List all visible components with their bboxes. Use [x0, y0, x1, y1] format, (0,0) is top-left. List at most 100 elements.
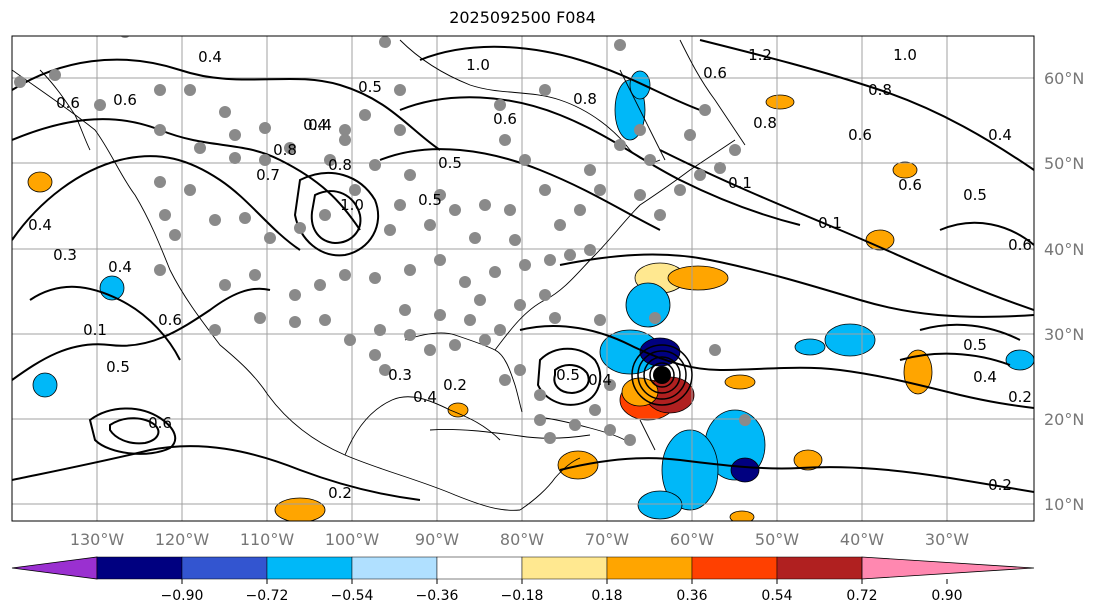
station-point — [604, 379, 616, 391]
station-point — [289, 289, 301, 301]
station-point — [314, 279, 326, 291]
contour-label: 0.8 — [328, 156, 352, 174]
contour-label: 0.4 — [28, 216, 52, 234]
colorbar-tick-label: 0.18 — [591, 588, 622, 604]
longitude-label: 80°W — [500, 530, 544, 549]
station-point — [564, 249, 576, 261]
contour-label: 1.0 — [466, 56, 490, 74]
station-point — [534, 414, 546, 426]
station-point — [654, 209, 666, 221]
longitude-label: 100°W — [325, 530, 380, 549]
colorbar-tick-label: −0.54 — [331, 588, 374, 604]
station-point — [319, 314, 331, 326]
anomaly-patch — [274, 497, 326, 521]
anomaly-patch — [629, 70, 651, 100]
contour-label: 0.8 — [573, 90, 597, 108]
anomaly-patch — [793, 449, 823, 471]
contour-label: 0.2 — [328, 484, 352, 502]
station-point — [544, 254, 556, 266]
anomaly-patch — [824, 323, 876, 357]
shaded-anomaly-layer — [27, 70, 1034, 521]
colorbar-tick-label: −0.36 — [416, 588, 459, 604]
station-point — [379, 364, 391, 376]
station-point — [339, 269, 351, 281]
station-point — [504, 204, 516, 216]
station-point — [394, 124, 406, 136]
storm-center-dot — [653, 366, 671, 384]
station-point — [229, 129, 241, 141]
anomaly-patch — [637, 490, 683, 520]
anomaly-patch — [724, 374, 756, 390]
station-point — [509, 234, 521, 246]
station-point — [289, 316, 301, 328]
station-point — [324, 154, 336, 166]
colorbar-extend-low — [11, 556, 98, 580]
station-point — [194, 142, 206, 154]
station-point — [259, 154, 271, 166]
anomaly-patch — [667, 265, 729, 291]
station-point — [709, 344, 721, 356]
contour-label: 0.6 — [148, 414, 172, 432]
station-point — [294, 222, 306, 234]
station-point — [154, 124, 166, 136]
station-point — [739, 414, 751, 426]
station-point — [574, 204, 586, 216]
station-point — [369, 159, 381, 171]
contour-label: 1.0 — [893, 46, 917, 64]
anomaly-patch — [892, 161, 918, 179]
station-point — [699, 104, 711, 116]
station-point — [394, 84, 406, 96]
colorbar-segment — [776, 556, 863, 580]
longitude-label: 60°W — [670, 530, 714, 549]
latitude-label: 10°N — [1044, 495, 1084, 514]
station-point — [474, 294, 486, 306]
anomaly-patch — [27, 171, 53, 193]
station-point — [14, 76, 26, 88]
colorbar-segment — [606, 556, 693, 580]
station-point — [154, 264, 166, 276]
contour-label: 0.7 — [256, 166, 280, 184]
station-point — [404, 329, 416, 341]
contour-label-layer: 0.4 0.6 1.0 0.5 0.8 0.6 0.8 0.4 0.5 0.7 0.8 1.0 0.6 0… — [28, 46, 1032, 502]
station-point — [544, 432, 556, 444]
station-point — [554, 219, 566, 231]
colorbar-tick-label: 0.90 — [931, 588, 962, 604]
contour-label: 0.4 — [973, 368, 997, 386]
map-border — [11, 35, 1035, 522]
anomaly-patch — [1005, 349, 1034, 371]
station-point — [49, 69, 61, 81]
station-point — [239, 212, 251, 224]
station-point — [159, 209, 171, 221]
station-point — [569, 419, 581, 431]
longitude-label: 90°W — [415, 530, 459, 549]
anomaly-patch — [32, 372, 58, 398]
latitude-label: 60°N — [1044, 69, 1084, 88]
contour-label: 0.2 — [988, 476, 1012, 494]
map-title: 2025092500 F084 — [449, 8, 596, 27]
contour-label: 0.4 — [413, 388, 437, 406]
station-point — [209, 324, 221, 336]
contour-label: 0.6 — [848, 126, 872, 144]
station-point — [494, 324, 506, 336]
station-point — [404, 264, 416, 276]
station-point — [624, 434, 636, 446]
station-point — [359, 109, 371, 121]
contour-label: 1.0 — [340, 196, 364, 214]
colorbar-segment — [351, 556, 438, 580]
contour-label: 0.8 — [273, 141, 297, 159]
station-point — [634, 124, 646, 136]
station-point — [374, 324, 386, 336]
contour-label: 0.5 — [556, 366, 580, 384]
longitude-label: 130°W — [70, 530, 125, 549]
contour-label: 0.6 — [493, 110, 517, 128]
coastline-layer — [12, 39, 746, 511]
anomaly-patch — [729, 510, 755, 521]
station-point — [594, 314, 606, 326]
station-point — [339, 134, 351, 146]
contour-label: 0.5 — [438, 154, 462, 172]
station-point — [249, 269, 261, 281]
station-point — [319, 209, 331, 221]
station-point — [339, 124, 351, 136]
station-point — [539, 289, 551, 301]
